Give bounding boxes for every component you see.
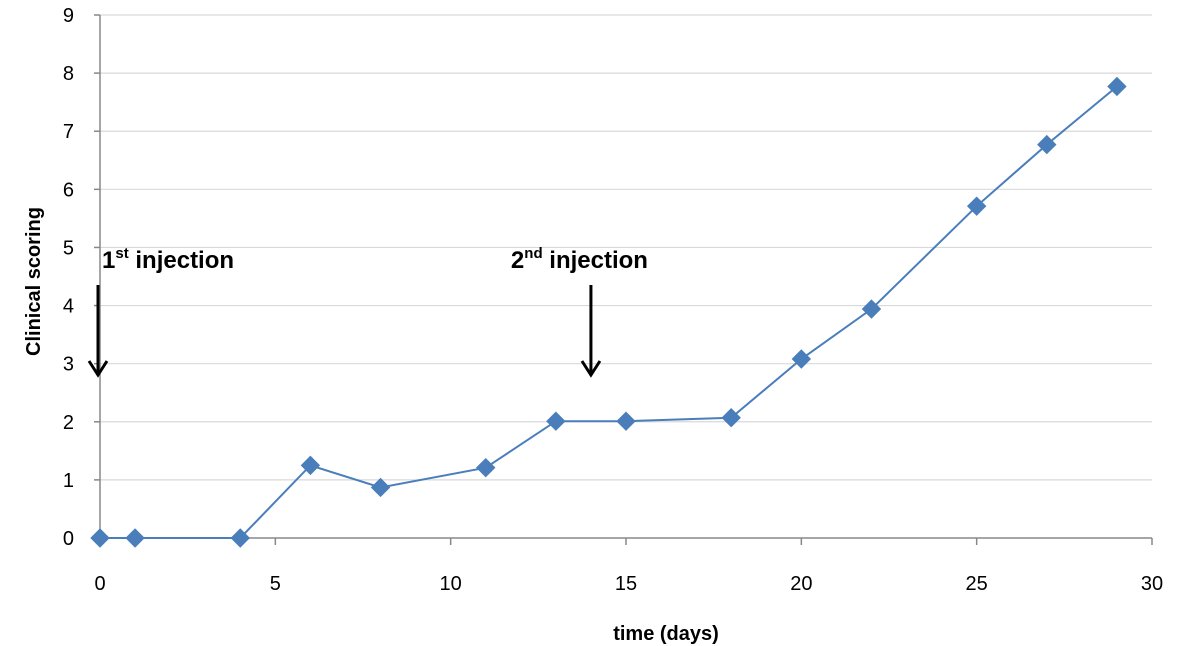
x-tick-label: 30 (1141, 573, 1163, 595)
injection-arrowhead (580, 360, 602, 378)
y-tick-label: 3 (63, 354, 74, 376)
data-point (721, 408, 741, 428)
x-tick-label: 15 (615, 573, 637, 595)
x-axis-title: time (days) (613, 623, 719, 645)
data-point (861, 299, 882, 319)
data-point (1037, 134, 1057, 155)
injection-label: 1st injection (102, 245, 234, 274)
data-point (125, 528, 145, 548)
data-point (966, 196, 987, 216)
x-tick-label: 25 (966, 573, 988, 595)
data-point (476, 457, 496, 478)
injection-label: 2nd injection (511, 245, 648, 274)
data-point (616, 411, 636, 431)
y-ticks: 0 1 2 3 4 5 6 7 8 9 (63, 5, 100, 550)
y-tick-label: 7 (63, 121, 74, 143)
y-tick-label: 1 (63, 470, 74, 492)
data-point (230, 528, 250, 548)
data-point (791, 349, 812, 369)
injection-arrowhead (87, 360, 109, 378)
data-point (546, 411, 566, 431)
data-point (90, 528, 110, 548)
data-point (1107, 76, 1127, 97)
y-tick-label: 6 (63, 179, 74, 201)
series-line (100, 85, 1118, 539)
y-axis-title: Clinical scoring (23, 207, 45, 356)
y-tick-label: 2 (63, 412, 74, 434)
data-point (370, 477, 391, 498)
x-tick-label: 20 (790, 573, 812, 595)
x-ticks: 0 5 10 15 20 25 30 (94, 538, 1163, 595)
x-tick-label: 0 (94, 573, 105, 595)
series-layer (90, 76, 1127, 548)
x-tick-label: 5 (270, 573, 281, 595)
y-tick-label: 0 (63, 528, 74, 550)
y-tick-label: 8 (63, 63, 74, 85)
data-point (300, 455, 321, 476)
gridlines (100, 14, 1152, 481)
y-tick-label: 5 (63, 237, 74, 259)
y-tick-label: 4 (63, 296, 74, 318)
annotations: 1st injection 2nd injection (87, 245, 648, 378)
axes (99, 15, 1152, 539)
x-tick-label: 10 (440, 573, 462, 595)
y-tick-label: 9 (63, 5, 74, 27)
